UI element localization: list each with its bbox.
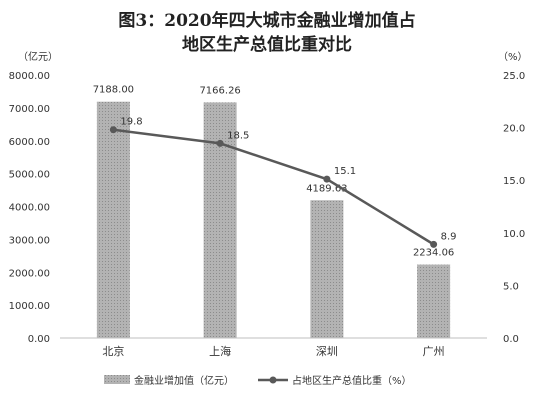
x-axis-category-label: 广州	[423, 345, 445, 358]
x-axis-category-label: 上海	[209, 344, 231, 358]
left-axis-unit: （亿元）	[18, 50, 58, 63]
right-axis-tick-label: 25.0	[503, 71, 525, 82]
right-axis-unit: （%）	[498, 51, 528, 63]
bar	[310, 200, 344, 338]
left-axis-tick-label: 0.00	[28, 334, 50, 345]
right-axis-tick-label: 5.0	[503, 281, 519, 292]
legend-line-marker	[269, 376, 277, 384]
ratio-point	[216, 139, 224, 147]
x-axis-category-label: 深圳	[316, 345, 338, 358]
left-axis-tick-label: 7000.00	[9, 104, 50, 115]
legend-bar-label: 金融业增加值（亿元）	[134, 374, 234, 387]
bar-data-label: 7188.00	[93, 85, 134, 96]
left-axis-tick-label: 1000.00	[9, 301, 50, 312]
right-axis-tick-label: 0.0	[503, 334, 519, 345]
ratio-data-label: 19.8	[120, 117, 142, 128]
chart-title-line2: 地区生产总值比重对比	[182, 35, 352, 55]
bar-data-label: 7166.26	[199, 85, 240, 96]
ratio-data-label: 18.5	[227, 130, 249, 141]
chart-title-line1: 图3：2020年四大城市金融业增加值占	[118, 11, 416, 31]
right-axis-tick-label: 20.0	[503, 124, 525, 135]
left-axis-tick-label: 3000.00	[9, 235, 50, 246]
legend-line-label: 占地区生产总值比重（%）	[292, 374, 412, 387]
right-axis-tick-label: 15.0	[503, 176, 525, 187]
left-axis-tick-label: 5000.00	[9, 170, 50, 181]
right-axis-tick-label: 10.0	[503, 229, 525, 240]
left-axis-tick-label: 6000.00	[9, 137, 50, 148]
left-axis-tick-label: 8000.00	[9, 71, 50, 82]
ratio-point	[109, 126, 117, 134]
ratio-line	[113, 128, 435, 246]
ratio-data-label: 15.1	[334, 166, 356, 177]
bar-data-label: 2234.06	[413, 248, 454, 259]
left-axis-tick-label: 4000.00	[9, 203, 50, 214]
legend-bar-swatch	[104, 375, 130, 384]
bar	[96, 101, 130, 338]
x-axis-category-label: 北京	[102, 344, 124, 358]
ratio-point	[323, 175, 331, 183]
left-axis-tick-label: 2000.00	[9, 268, 50, 279]
ratio-data-label: 8.9	[441, 231, 457, 242]
bar-data-label: 4189.63	[306, 183, 347, 194]
bar	[417, 264, 451, 338]
ratio-point	[430, 240, 438, 248]
